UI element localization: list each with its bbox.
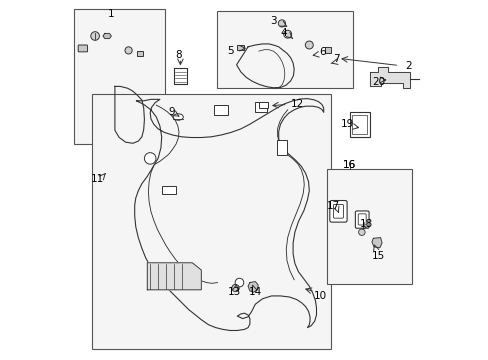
Text: 5: 5 [227, 46, 234, 56]
Text: 16: 16 [342, 160, 356, 170]
FancyBboxPatch shape [78, 45, 87, 52]
Text: 1: 1 [108, 9, 114, 19]
FancyBboxPatch shape [333, 204, 343, 218]
Text: 20: 20 [371, 77, 384, 87]
FancyBboxPatch shape [329, 201, 346, 222]
Polygon shape [247, 282, 258, 292]
Text: 19: 19 [340, 119, 353, 129]
Text: 2: 2 [404, 60, 411, 71]
Text: 4: 4 [280, 28, 287, 38]
Bar [237, 45, 244, 50]
Bar [136, 51, 142, 56]
Circle shape [278, 20, 285, 27]
Bar [213, 105, 228, 115]
Text: 16: 16 [342, 159, 356, 170]
Text: 11: 11 [91, 174, 104, 184]
Text: 15: 15 [371, 251, 384, 261]
FancyBboxPatch shape [355, 211, 368, 228]
Bar [258, 102, 267, 108]
Text: 8: 8 [175, 50, 182, 60]
Circle shape [231, 284, 239, 292]
Bar [162, 186, 176, 194]
Bar [276, 140, 286, 155]
Text: 13: 13 [227, 287, 241, 297]
Circle shape [283, 30, 291, 38]
Text: 6: 6 [319, 47, 325, 57]
Polygon shape [370, 67, 409, 88]
Bar [326, 169, 411, 284]
Bar [255, 102, 266, 112]
Polygon shape [103, 33, 111, 39]
Bar [91, 94, 330, 349]
Circle shape [235, 278, 244, 287]
Bar [73, 9, 165, 144]
Ellipse shape [173, 114, 183, 120]
Text: 17: 17 [326, 201, 340, 211]
FancyBboxPatch shape [358, 214, 366, 225]
Circle shape [144, 153, 156, 164]
Polygon shape [371, 238, 381, 248]
Bar [352, 115, 366, 134]
Text: 10: 10 [314, 291, 326, 301]
Polygon shape [147, 263, 201, 290]
Text: 14: 14 [248, 287, 262, 297]
Text: 3: 3 [269, 16, 276, 26]
Text: 18: 18 [360, 219, 373, 229]
Circle shape [358, 229, 365, 235]
Text: 12: 12 [290, 99, 304, 109]
Text: 7: 7 [332, 54, 339, 64]
Circle shape [91, 32, 99, 40]
Text: 9: 9 [168, 107, 175, 117]
Bar [349, 112, 369, 137]
Bar [217, 11, 352, 88]
Circle shape [125, 47, 132, 54]
Circle shape [305, 41, 313, 49]
Bar [324, 47, 330, 53]
